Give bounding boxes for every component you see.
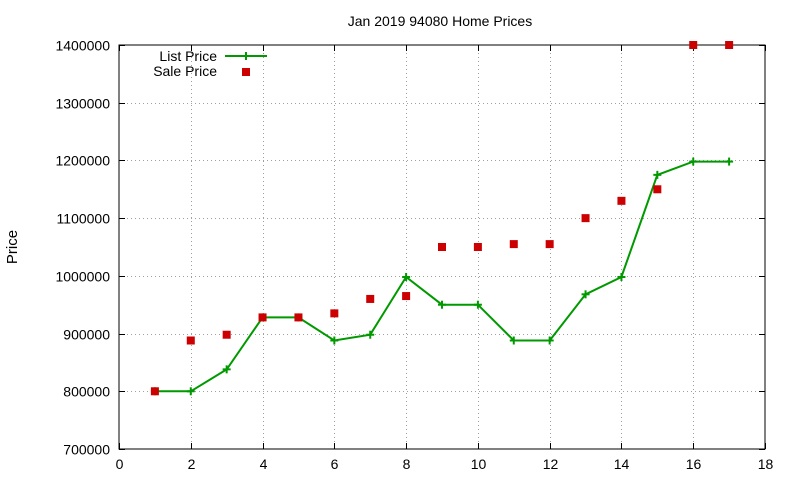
- y-tick-label: 900000: [63, 327, 110, 343]
- legend-marker-sale-price: [242, 68, 250, 76]
- x-tick-label: 8: [403, 456, 411, 472]
- sale-price-point: [294, 313, 303, 322]
- sale-price-point: [473, 243, 482, 251]
- sale-price-point: [402, 292, 411, 301]
- x-tick-label: 6: [331, 456, 339, 472]
- list-price-point: [545, 336, 554, 345]
- list-price-point: [689, 157, 698, 166]
- x-tick-label: 18: [758, 456, 774, 472]
- sale-price-point: [725, 41, 734, 49]
- x-tick-label: 12: [543, 456, 559, 472]
- y-tick-label: 1000000: [55, 269, 110, 285]
- list-price-point: [366, 330, 375, 339]
- list-price-point: [725, 157, 734, 166]
- list-price-point: [186, 387, 195, 396]
- y-tick-label: 700000: [63, 442, 110, 458]
- y-tick-label: 1400000: [55, 38, 110, 54]
- list-price-point: [581, 290, 590, 299]
- x-tick-label: 0: [116, 456, 124, 472]
- sale-price-point: [545, 240, 554, 249]
- series-layer: [150, 41, 734, 396]
- legend-label-list-price: List Price: [159, 48, 217, 64]
- sale-price-point: [581, 214, 590, 223]
- sale-price-point: [509, 240, 518, 249]
- y-axis-label: Price: [4, 230, 21, 264]
- y-tick-label: 800000: [63, 384, 110, 400]
- x-tick-label: 2: [188, 456, 196, 472]
- grid-layer: [119, 45, 765, 449]
- sale-price-point: [150, 387, 159, 396]
- x-tick-label: 10: [471, 456, 487, 472]
- list-price-line: [154, 160, 730, 393]
- sale-price-point: [438, 243, 446, 251]
- sale-price-point: [258, 313, 267, 322]
- y-tick-label: 1100000: [57, 211, 111, 227]
- sale-price-point: [366, 294, 375, 303]
- list-price-point: [653, 170, 662, 179]
- tick-layer: 0 2 4 6 8 10 12 14 16 18 700000 800000 900000 1000000…: [55, 38, 773, 473]
- legend-marker-list-price: [242, 52, 250, 60]
- list-price-point: [330, 336, 339, 345]
- list-price-point: [617, 273, 626, 282]
- list-price-point: [438, 300, 446, 309]
- y-tick-label: 1300000: [55, 96, 110, 112]
- plot-frame: [118, 44, 766, 450]
- y-tick-label: 1200000: [55, 153, 110, 169]
- chart-title: Jan 2019 94080 Home Prices: [348, 13, 532, 29]
- list-price-point: [473, 300, 482, 309]
- list-price-point: [402, 273, 411, 282]
- sale-price-point: [186, 336, 195, 345]
- list-price-point: [509, 336, 518, 345]
- list-price-point: [222, 365, 231, 374]
- legend-label-sale-price: Sale Price: [153, 63, 217, 79]
- x-tick-label: 14: [614, 456, 630, 472]
- x-tick-label: 4: [260, 456, 268, 472]
- x-tick-label: 16: [686, 456, 702, 472]
- sale-price-point: [653, 185, 662, 194]
- sale-price-point: [689, 41, 698, 49]
- sale-price-point: [330, 309, 339, 318]
- sale-price-point: [617, 196, 626, 205]
- sale-price-point: [222, 330, 231, 339]
